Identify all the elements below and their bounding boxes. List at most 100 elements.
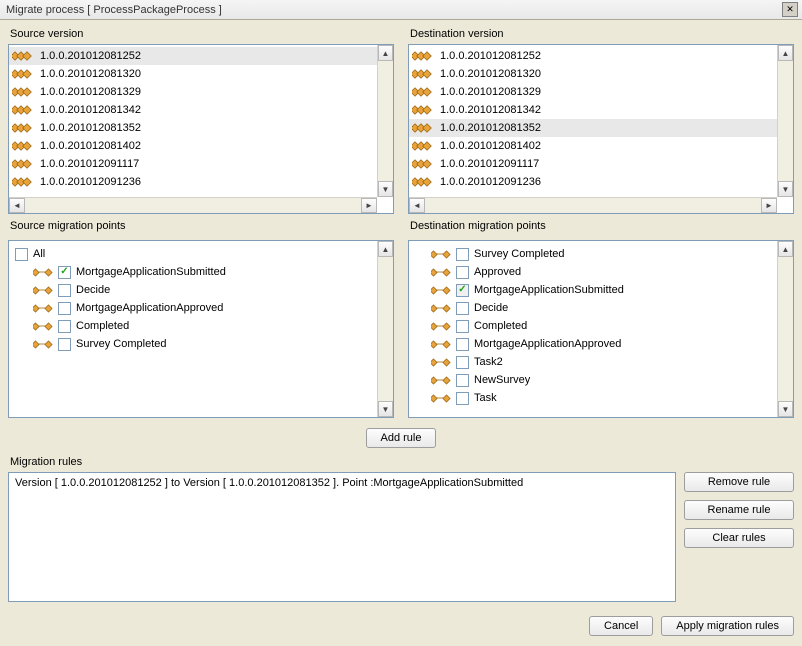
version-item[interactable]: 1.0.0.201012081252 [9,47,377,65]
remove-rule-button[interactable]: Remove rule [684,472,794,492]
source-points-vscroll[interactable]: ▲ ▼ [377,241,393,417]
process-icon [12,122,36,134]
version-label: 1.0.0.201012081320 [40,68,141,80]
scroll-track[interactable] [378,61,393,181]
source-version-label: Source version [10,28,394,40]
rules-area: Version [ 1.0.0.201012081252 ] to Versio… [8,472,794,602]
migration-point-row[interactable]: Task2 [413,353,773,371]
destination-version-hscroll[interactable]: ◄ ► [409,197,777,213]
scroll-down-icon[interactable]: ▼ [378,401,393,417]
rules-list[interactable]: Version [ 1.0.0.201012081252 ] to Versio… [8,472,676,602]
scroll-right-icon[interactable]: ► [761,198,777,213]
process-icon [412,158,436,170]
scroll-down-icon[interactable]: ▼ [778,181,793,197]
version-label: 1.0.0.201012081342 [40,104,141,116]
add-rule-button[interactable]: Add rule [366,428,437,448]
point-label: Task [474,392,497,404]
version-label: 1.0.0.201012081402 [440,140,541,152]
scroll-left-icon[interactable]: ◄ [9,198,25,213]
migration-rules-label: Migration rules [10,456,794,468]
version-item[interactable]: 1.0.0.201012081329 [9,83,377,101]
clear-rules-button[interactable]: Clear rules [684,528,794,548]
version-item[interactable]: 1.0.0.201012091236 [409,173,777,191]
version-item[interactable]: 1.0.0.201012081329 [409,83,777,101]
version-item[interactable]: 1.0.0.201012081352 [9,119,377,137]
migration-point-row[interactable]: MortgageApplicationSubmitted [13,263,373,281]
migration-point-row[interactable]: Survey Completed [413,245,773,263]
point-checkbox[interactable] [456,356,469,369]
migration-point-row[interactable]: MortgageApplicationApproved [13,299,373,317]
migration-point-row[interactable]: MortgageApplicationApproved [413,335,773,353]
version-item[interactable]: 1.0.0.201012081402 [9,137,377,155]
scroll-track[interactable] [425,198,761,213]
cancel-button[interactable]: Cancel [589,616,653,636]
point-checkbox[interactable] [456,266,469,279]
destination-version-list[interactable]: 1.0.0.2010120812521.0.0.2010120813201.0.… [408,44,794,214]
point-checkbox[interactable] [456,320,469,333]
migration-point-row[interactable]: Decide [13,281,373,299]
scroll-left-icon[interactable]: ◄ [409,198,425,213]
scroll-up-icon[interactable]: ▲ [778,241,793,257]
migration-point-row[interactable]: Decide [413,299,773,317]
source-version-hscroll[interactable]: ◄ ► [9,197,377,213]
point-checkbox[interactable] [456,302,469,315]
destination-version-vscroll[interactable]: ▲ ▼ [777,45,793,197]
scroll-down-icon[interactable]: ▼ [778,401,793,417]
scroll-right-icon[interactable]: ► [361,198,377,213]
scroll-down-icon[interactable]: ▼ [378,181,393,197]
migration-point-row[interactable]: Task [413,389,773,407]
migration-point-row[interactable]: Survey Completed [13,335,373,353]
node-icon [431,320,453,332]
scroll-track[interactable] [778,61,793,181]
point-checkbox[interactable] [58,338,71,351]
point-checkbox[interactable] [456,392,469,405]
close-button[interactable]: ✕ [782,2,798,17]
process-icon [412,50,436,62]
source-version-list[interactable]: 1.0.0.201012081252 1.0.0.201012081320 1.0.… [8,44,394,214]
rename-rule-button[interactable]: Rename rule [684,500,794,520]
point-checkbox[interactable] [456,248,469,261]
version-item[interactable]: 1.0.0.201012081402 [409,137,777,155]
point-checkbox[interactable] [456,374,469,387]
version-item[interactable]: 1.0.0.201012081342 [409,101,777,119]
point-label: MortgageApplicationApproved [76,302,223,314]
migration-point-row[interactable]: Completed [13,317,373,335]
version-item[interactable]: 1.0.0.201012091117 [409,155,777,173]
version-item[interactable]: 1.0.0.201012081320 [409,65,777,83]
scroll-up-icon[interactable]: ▲ [778,45,793,61]
version-label: 1.0.0.201012081402 [40,140,141,152]
process-icon [412,86,436,98]
point-checkbox[interactable] [58,284,71,297]
version-item[interactable]: 1.0.0.201012081352 [409,119,777,137]
point-checkbox[interactable] [456,338,469,351]
migration-point-row[interactable]: NewSurvey [413,371,773,389]
point-checkbox[interactable] [58,320,71,333]
destination-points-vscroll[interactable]: ▲ ▼ [777,241,793,417]
version-item[interactable]: 1.0.0.201012081342 [9,101,377,119]
migration-point-row[interactable]: MortgageApplicationSubmitted [413,281,773,299]
scroll-track[interactable] [378,257,393,401]
scroll-track[interactable] [25,198,361,213]
node-icon [33,338,55,350]
scroll-up-icon[interactable]: ▲ [378,241,393,257]
scroll-track[interactable] [778,257,793,401]
scroll-up-icon[interactable]: ▲ [378,45,393,61]
point-checkbox[interactable] [58,302,71,315]
source-version-vscroll[interactable]: ▲ ▼ [377,45,393,197]
point-checkbox[interactable] [58,266,71,279]
apply-button[interactable]: Apply migration rules [661,616,794,636]
point-label: Survey Completed [474,248,565,260]
source-all-row[interactable]: All [13,245,373,263]
footer: Cancel Apply migration rules [8,602,794,636]
point-checkbox[interactable] [456,284,469,297]
migration-point-row[interactable]: Approved [413,263,773,281]
titlebar: Migrate process [ ProcessPackageProcess … [0,0,802,20]
node-icon [431,266,453,278]
version-item[interactable]: 1.0.0.201012091236 [9,173,377,191]
source-all-checkbox[interactable] [15,248,28,261]
version-item[interactable]: 1.0.0.201012081252 [409,47,777,65]
version-item[interactable]: 1.0.0.201012081320 [9,65,377,83]
rule-item[interactable]: Version [ 1.0.0.201012081252 ] to Versio… [15,477,669,489]
version-item[interactable]: 1.0.0.201012091117 [9,155,377,173]
migration-point-row[interactable]: Completed [413,317,773,335]
